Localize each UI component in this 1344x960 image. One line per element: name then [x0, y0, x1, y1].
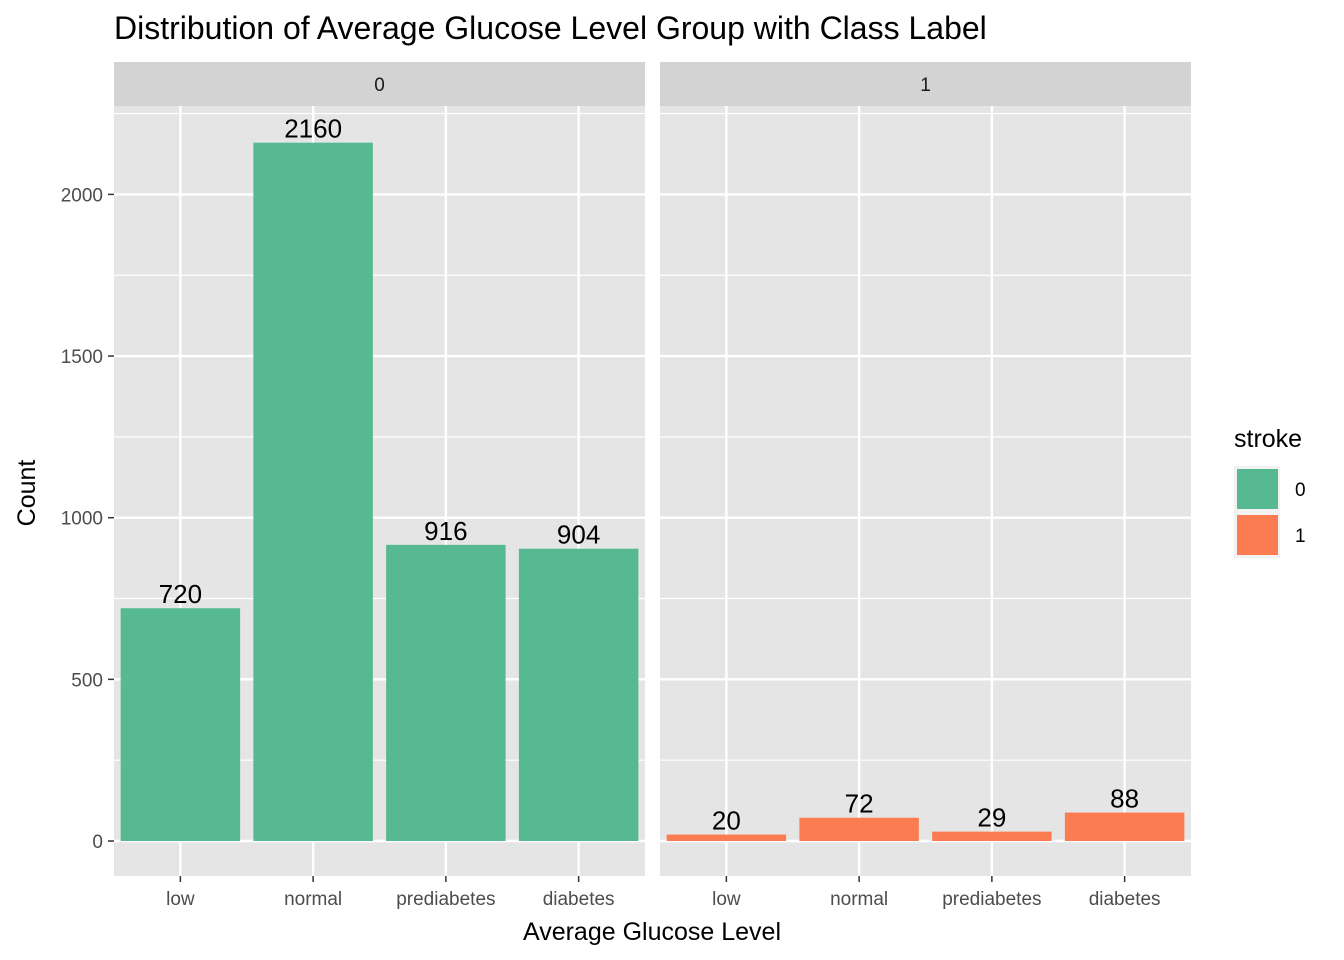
bar-low — [120, 608, 241, 841]
x-axis-title: Average Glucose Level — [523, 918, 781, 946]
y-axis-title: Count — [13, 460, 41, 527]
data-label: 904 — [557, 520, 600, 550]
y-tick-label: 0 — [92, 832, 103, 853]
bar-normal — [799, 817, 919, 841]
x-tick-label: diabetes — [543, 889, 615, 910]
legend-swatch — [1237, 469, 1278, 509]
x-tick-label: prediabetes — [396, 889, 495, 910]
x-tick-label: low — [166, 889, 195, 910]
legend-label: 1 — [1295, 526, 1306, 547]
legend-label: 0 — [1295, 480, 1306, 501]
chart-title: Distribution of Average Glucose Level Gr… — [114, 10, 987, 46]
x-tick-label: prediabetes — [942, 889, 1041, 910]
legend-swatch — [1237, 515, 1278, 555]
bar-prediabetes — [932, 831, 1052, 841]
y-tick-label: 1000 — [61, 509, 103, 530]
bar-diabetes — [518, 548, 639, 841]
data-label: 2160 — [284, 114, 342, 144]
panel-background — [660, 106, 1191, 876]
y-tick-label: 2000 — [61, 185, 103, 206]
data-label: 916 — [424, 516, 467, 546]
x-tick-label: normal — [830, 889, 888, 910]
facet-strip-label: 1 — [920, 75, 931, 96]
facet-strip — [660, 62, 1191, 106]
panel-1: 1 20 low 72 normal 29 prediabetes 88 diabetes — [660, 62, 1191, 910]
data-label: 72 — [845, 789, 874, 819]
x-tick-label: normal — [284, 889, 342, 910]
y-axis: 0 500 1000 1500 2000 — [61, 185, 114, 853]
y-tick-label: 1500 — [61, 347, 103, 368]
x-tick-label: low — [712, 889, 741, 910]
bar-normal — [253, 142, 373, 841]
panel-0: 0 720 low 2160 normal 916 prediabetes 904 diabet… — [114, 62, 645, 910]
legend-entries: 01 — [1234, 466, 1306, 558]
data-label: 29 — [977, 803, 1006, 833]
data-label: 20 — [712, 806, 741, 836]
y-tick-label: 500 — [71, 670, 103, 691]
bar-low — [666, 834, 787, 841]
bar-diabetes — [1064, 812, 1185, 841]
legend: stroke 01 — [1234, 425, 1306, 558]
facet-strip-label: 0 — [374, 75, 385, 96]
data-label: 88 — [1110, 784, 1139, 814]
x-tick-label: diabetes — [1089, 889, 1161, 910]
legend-title: stroke — [1234, 425, 1302, 453]
data-label: 720 — [159, 579, 202, 609]
bar-prediabetes — [386, 544, 506, 841]
panels-layer: 0 720 low 2160 normal 916 prediabetes 904 diabet… — [114, 62, 1191, 910]
facet-strip — [114, 62, 645, 106]
